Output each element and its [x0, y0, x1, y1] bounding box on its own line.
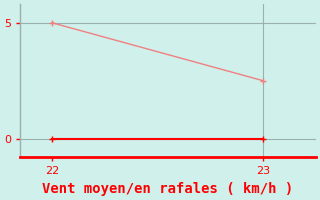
X-axis label: Vent moyen/en rafales ( km/h ): Vent moyen/en rafales ( km/h )	[42, 182, 294, 196]
